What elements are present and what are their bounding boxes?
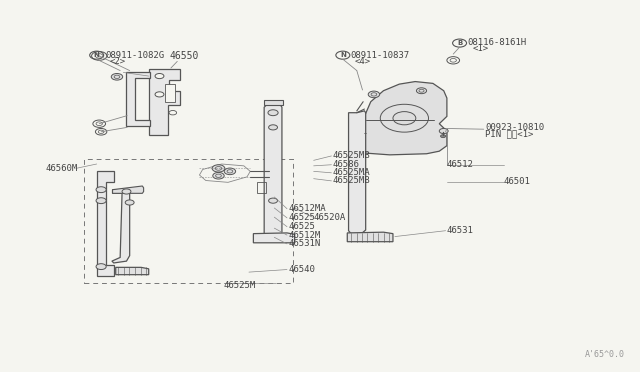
Circle shape bbox=[269, 198, 278, 203]
Text: 00923-10810: 00923-10810 bbox=[485, 123, 544, 132]
Circle shape bbox=[212, 173, 224, 179]
Text: 46525: 46525 bbox=[288, 222, 315, 231]
Text: A'65^0.0: A'65^0.0 bbox=[584, 350, 625, 359]
Circle shape bbox=[393, 112, 416, 125]
Text: 46525MA: 46525MA bbox=[333, 168, 371, 177]
Circle shape bbox=[212, 165, 225, 172]
Polygon shape bbox=[253, 233, 294, 243]
Circle shape bbox=[96, 187, 106, 193]
Polygon shape bbox=[361, 81, 447, 155]
Circle shape bbox=[122, 189, 131, 194]
Text: 46540: 46540 bbox=[288, 265, 315, 274]
Text: 46525M: 46525M bbox=[223, 281, 256, 290]
Text: <4>: <4> bbox=[355, 57, 371, 66]
Polygon shape bbox=[348, 232, 393, 242]
Text: N: N bbox=[340, 52, 346, 58]
Polygon shape bbox=[127, 73, 150, 125]
Bar bbox=[164, 84, 175, 102]
Text: PIN ピン<1>: PIN ピン<1> bbox=[485, 129, 533, 138]
Polygon shape bbox=[97, 171, 114, 276]
Polygon shape bbox=[113, 186, 143, 193]
Text: N: N bbox=[93, 52, 100, 58]
Polygon shape bbox=[148, 69, 180, 135]
Circle shape bbox=[268, 110, 278, 116]
Circle shape bbox=[111, 74, 123, 80]
Text: 08911-10837: 08911-10837 bbox=[351, 51, 410, 60]
Text: 46525MB: 46525MB bbox=[333, 151, 371, 160]
Text: 46531N: 46531N bbox=[288, 240, 321, 248]
Text: 46512M: 46512M bbox=[288, 231, 321, 240]
Bar bbox=[84, 158, 293, 283]
Circle shape bbox=[368, 91, 380, 98]
Text: 46512MA: 46512MA bbox=[288, 204, 326, 213]
Circle shape bbox=[224, 168, 236, 174]
Text: 46525MB: 46525MB bbox=[333, 176, 371, 185]
Text: <2>: <2> bbox=[109, 57, 125, 66]
Text: 08911-1082G: 08911-1082G bbox=[105, 51, 164, 60]
Text: 46531: 46531 bbox=[447, 226, 474, 235]
Circle shape bbox=[125, 200, 134, 205]
Circle shape bbox=[96, 198, 106, 203]
Text: B: B bbox=[457, 40, 462, 46]
Circle shape bbox=[269, 125, 278, 130]
Circle shape bbox=[439, 128, 448, 134]
Text: 08116-8161H: 08116-8161H bbox=[467, 38, 526, 47]
Text: 46520A: 46520A bbox=[314, 213, 346, 222]
Text: 46586: 46586 bbox=[333, 160, 360, 169]
Polygon shape bbox=[116, 267, 148, 275]
Circle shape bbox=[155, 74, 164, 78]
Text: 46550: 46550 bbox=[169, 51, 198, 61]
Text: 46525: 46525 bbox=[288, 214, 315, 222]
Text: 46560M: 46560M bbox=[46, 164, 78, 173]
Polygon shape bbox=[264, 105, 282, 239]
Circle shape bbox=[155, 92, 164, 97]
Circle shape bbox=[440, 135, 445, 138]
Text: 46501: 46501 bbox=[504, 177, 531, 186]
Text: <1>: <1> bbox=[472, 44, 488, 53]
Polygon shape bbox=[264, 100, 284, 105]
Polygon shape bbox=[349, 111, 365, 234]
Circle shape bbox=[96, 264, 106, 270]
Polygon shape bbox=[112, 190, 130, 263]
Circle shape bbox=[169, 110, 177, 115]
Circle shape bbox=[417, 88, 427, 94]
Text: 46512: 46512 bbox=[447, 160, 474, 169]
